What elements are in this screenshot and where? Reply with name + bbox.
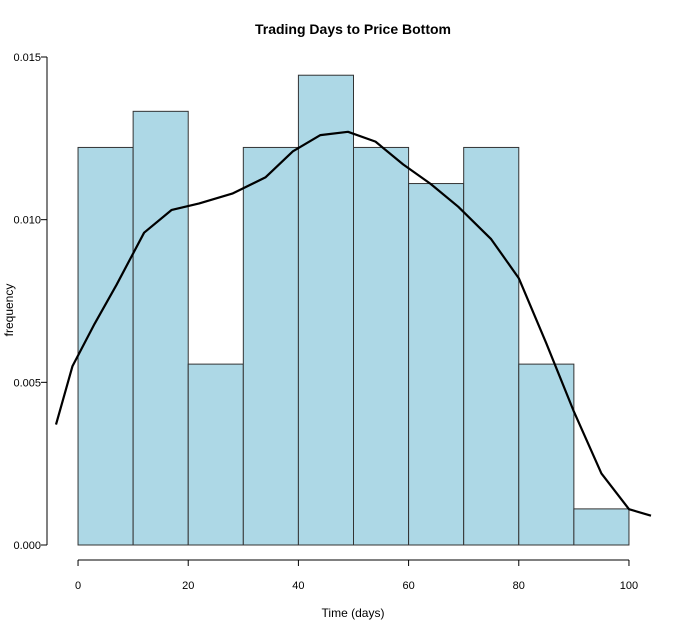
x-tick-label: 20 (182, 580, 194, 592)
histogram-bar-8 (518, 363, 575, 546)
chart-title: Trading Days to Price Bottom (255, 21, 451, 37)
histogram-bar-2 (187, 363, 244, 546)
bars-group (77, 74, 630, 546)
histogram-bar-5 (353, 146, 410, 546)
histogram-bar-0 (77, 146, 134, 546)
x-axis: 0 20 40 60 80 100 (75, 559, 638, 592)
y-tick-label: 0.015 (13, 52, 41, 64)
x-tick-label: 40 (292, 580, 304, 592)
x-tick-label: 80 (513, 580, 525, 592)
histogram-bar-3 (242, 146, 299, 546)
y-tick-label: 0.000 (13, 540, 41, 552)
y-tick-label: 0.010 (13, 215, 41, 227)
x-tick-label: 0 (75, 580, 81, 592)
histogram-bar-4 (297, 74, 355, 546)
y-tick-label: 0.005 (13, 377, 41, 389)
x-tick-label: 60 (402, 580, 414, 592)
density-curve (54, 130, 652, 517)
y-axis-label: frequency (2, 284, 16, 337)
histogram-bar-9 (573, 508, 630, 546)
x-axis-label: Time (days) (322, 606, 385, 620)
histogram-bar-6 (408, 183, 465, 546)
x-tick-label: 100 (620, 580, 638, 592)
histogram-bar-1 (132, 110, 189, 546)
y-axis: 0.000 0.005 0.010 0.015 (13, 52, 48, 552)
histogram-bar-7 (463, 146, 520, 546)
